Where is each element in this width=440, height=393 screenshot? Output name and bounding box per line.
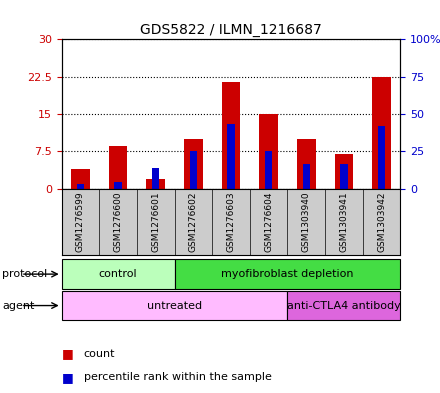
Bar	[152, 169, 159, 189]
Bar	[259, 114, 278, 189]
Text: GSM1276599: GSM1276599	[76, 192, 85, 252]
Bar	[303, 164, 310, 189]
Bar	[227, 124, 235, 189]
Text: agent: agent	[2, 301, 35, 310]
Bar	[71, 169, 90, 189]
Text: ■: ■	[62, 371, 73, 384]
Bar	[297, 139, 316, 189]
Bar	[109, 146, 128, 189]
Bar	[147, 179, 165, 189]
Text: control: control	[99, 269, 137, 279]
Bar	[372, 77, 391, 189]
Text: ■: ■	[62, 347, 73, 360]
Text: GSM1276602: GSM1276602	[189, 192, 198, 252]
Text: GSM1303940: GSM1303940	[302, 192, 311, 252]
Text: GSM1303942: GSM1303942	[377, 192, 386, 252]
Bar	[265, 151, 272, 189]
Text: GSM1276601: GSM1276601	[151, 192, 160, 252]
Bar	[287, 291, 400, 320]
Text: untreated: untreated	[147, 301, 202, 310]
Bar	[62, 259, 175, 289]
Bar	[190, 151, 197, 189]
Bar	[334, 154, 353, 189]
Bar	[175, 259, 400, 289]
Bar	[340, 164, 348, 189]
Text: anti-CTLA4 antibody: anti-CTLA4 antibody	[287, 301, 401, 310]
Bar	[184, 139, 203, 189]
Bar	[222, 82, 240, 189]
Title: GDS5822 / ILMN_1216687: GDS5822 / ILMN_1216687	[140, 23, 322, 37]
Bar	[378, 126, 385, 189]
Text: GSM1276603: GSM1276603	[227, 192, 235, 252]
Bar	[77, 184, 84, 189]
Bar	[62, 291, 287, 320]
Text: myofibroblast depletion: myofibroblast depletion	[221, 269, 354, 279]
Text: percentile rank within the sample: percentile rank within the sample	[84, 372, 271, 382]
Text: count: count	[84, 349, 115, 359]
Bar	[114, 182, 122, 189]
Text: GSM1276604: GSM1276604	[264, 192, 273, 252]
Text: GSM1276600: GSM1276600	[114, 192, 123, 252]
Text: protocol: protocol	[2, 269, 48, 279]
Text: GSM1303941: GSM1303941	[339, 192, 348, 252]
